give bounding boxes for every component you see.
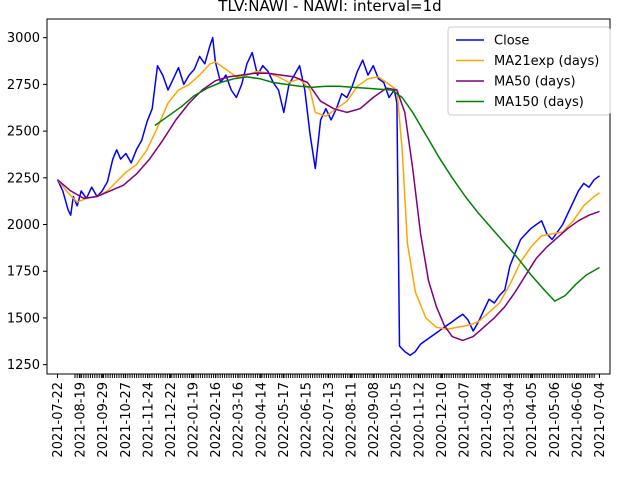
x-tick-label: 2022-09-08 <box>367 382 382 458</box>
x-tick-label: 2021-06-06 <box>570 382 585 458</box>
x-tick-label: 2021-09-29 <box>96 382 111 458</box>
legend-label-4: MA150 (days) <box>494 95 584 110</box>
legend-label-1: Close <box>494 34 529 49</box>
x-tick-label: 2021-01-07 <box>458 382 473 458</box>
x-tick-label: 2021-02-04 <box>480 382 495 458</box>
y-tick-label: 2500 <box>7 125 40 140</box>
x-tick-label: 2022-01-19 <box>187 382 202 458</box>
legend: Close MA21exp (days) MA50 (days) MA150 (day… <box>447 26 611 116</box>
y-tick-label: 2000 <box>7 218 40 233</box>
series-line-3 <box>57 72 600 342</box>
x-tick-label: 2022-05-17 <box>277 382 292 458</box>
x-tick-label: 2020-12-10 <box>435 382 450 458</box>
x-tick-label: 2021-12-22 <box>164 382 179 458</box>
x-tick-label: 2020-11-12 <box>412 382 427 458</box>
series-line-2 <box>56 61 600 330</box>
x-tick-label: 2022-02-16 <box>209 382 224 458</box>
x-tick-label: 2022-07-13 <box>322 382 337 458</box>
x-tick-label: 2021-03-04 <box>503 382 518 458</box>
y-tick-label: 1500 <box>7 311 40 326</box>
x-tick-label: 2022-04-14 <box>254 382 269 458</box>
x-tick-label: 2021-05-06 <box>548 382 563 458</box>
legend-box <box>447 26 611 116</box>
y-tick-label: 1250 <box>7 358 40 373</box>
x-tick-label: 2021-11-24 <box>141 382 156 458</box>
series-line-1 <box>56 36 600 357</box>
y-tick-label: 2750 <box>7 78 40 93</box>
x-tick-label: 2020-10-15 <box>390 382 405 458</box>
x-tick-label: 2022-08-11 <box>345 382 360 458</box>
x-axis: 2021-07-22 2021-08-19 2021-09-29 2021-10-27… <box>51 374 608 458</box>
x-tick-label: 2021-10-27 <box>119 382 134 458</box>
y-tick-label: 2250 <box>7 171 40 186</box>
x-tick-label: 2022-03-16 <box>232 382 247 458</box>
legend-label-2: MA21exp (days) <box>494 54 599 69</box>
chart-title: TLV:NAWI - NAWI: interval=1d <box>217 0 441 15</box>
y-tick-label: 3000 <box>7 31 40 46</box>
y-axis: 1250 1500 1750 2000 2250 2500 2750 3000 <box>7 31 47 373</box>
y-tick-label: 1750 <box>7 265 40 280</box>
x-tick-label: 2021-07-04 <box>593 382 608 458</box>
x-tick-label: 2021-04-05 <box>525 382 540 458</box>
x-tick-label: 2021-08-19 <box>74 382 89 458</box>
series-line-4 <box>154 76 600 302</box>
legend-label-3: MA50 (days) <box>494 75 576 90</box>
x-tick-label: 2021-07-22 <box>51 382 66 458</box>
x-tick-label: 2022-06-15 <box>299 382 314 458</box>
